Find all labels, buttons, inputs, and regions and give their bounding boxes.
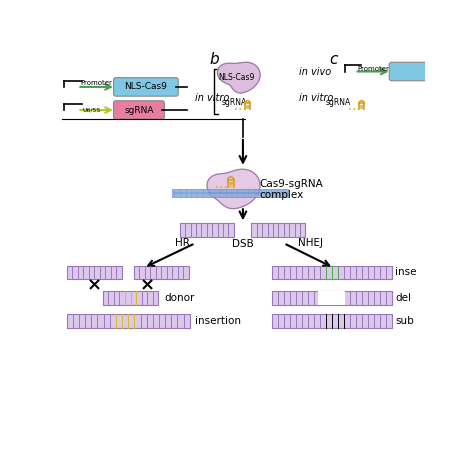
Bar: [272, 265, 392, 279]
Text: in vivo: in vivo: [299, 66, 331, 76]
Text: U6/5S: U6/5S: [82, 108, 100, 112]
Text: NHEJ: NHEJ: [298, 238, 323, 248]
FancyBboxPatch shape: [114, 78, 178, 96]
Text: sgRNA: sgRNA: [221, 98, 246, 107]
Bar: [319, 291, 346, 305]
Text: ×: ×: [87, 276, 102, 294]
Text: sub: sub: [395, 316, 414, 326]
Text: ×: ×: [140, 276, 155, 294]
Text: DSB: DSB: [232, 239, 254, 249]
Text: c: c: [329, 53, 338, 67]
Bar: [251, 223, 305, 237]
Text: del: del: [395, 293, 411, 303]
Text: in vitro: in vitro: [299, 93, 334, 103]
Polygon shape: [207, 169, 260, 209]
Bar: [172, 193, 288, 197]
Bar: [272, 314, 392, 328]
Text: sgRNA: sgRNA: [124, 106, 154, 115]
Text: Promoter: Promoter: [357, 65, 389, 72]
Bar: [134, 265, 189, 279]
FancyBboxPatch shape: [389, 62, 428, 81]
Text: in vitro: in vitro: [195, 93, 229, 103]
Text: NLS-Cas9: NLS-Cas9: [218, 73, 254, 82]
Text: NLS-Cas9: NLS-Cas9: [125, 82, 167, 91]
Bar: [172, 189, 288, 192]
Text: donor: donor: [164, 293, 195, 303]
Text: insertion: insertion: [195, 316, 241, 326]
Text: b: b: [210, 53, 219, 67]
Text: Cas9-sgRNA
complex: Cas9-sgRNA complex: [259, 179, 323, 200]
Text: HR: HR: [175, 238, 190, 248]
Bar: [103, 291, 158, 305]
Bar: [180, 223, 234, 237]
Bar: [66, 265, 122, 279]
Polygon shape: [218, 62, 260, 93]
FancyBboxPatch shape: [114, 101, 164, 119]
Text: sgRNA: sgRNA: [326, 98, 351, 107]
Text: Promoter: Promoter: [81, 80, 112, 86]
Bar: [66, 314, 190, 328]
Bar: [272, 291, 392, 305]
Text: inse: inse: [395, 267, 417, 277]
